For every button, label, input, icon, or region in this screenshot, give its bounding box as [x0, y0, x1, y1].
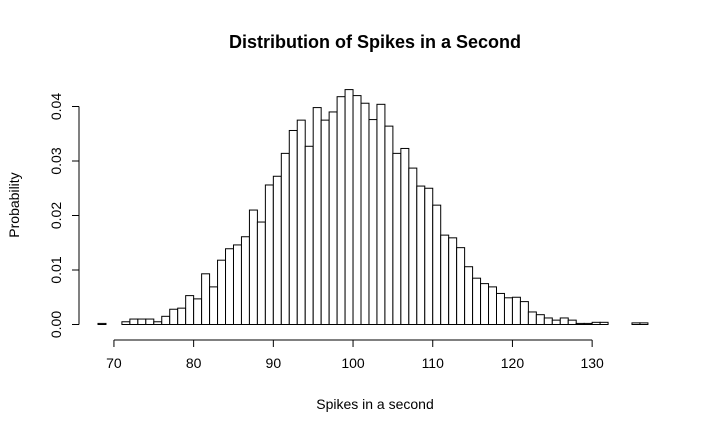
- histogram-bar: [591, 321, 601, 326]
- histogram-bar: [209, 286, 219, 326]
- histogram-bar: [129, 318, 139, 325]
- histogram-bar: [503, 297, 513, 325]
- histogram-bar: [352, 95, 362, 325]
- histogram-bar: [193, 298, 203, 326]
- histogram-bar: [248, 209, 258, 325]
- histogram-bar: [480, 283, 490, 326]
- histogram-bar: [280, 152, 290, 325]
- x-tick-label: 130: [580, 355, 604, 371]
- histogram-bar: [169, 308, 179, 325]
- y-axis: 0.00 0.01 0.02 0.03 0.04: [48, 93, 80, 338]
- y-tick-label: 0.02: [48, 202, 64, 229]
- bars-group: [97, 89, 649, 326]
- histogram-bar: [599, 321, 609, 326]
- histogram-bar: [304, 145, 314, 325]
- histogram-bar: [432, 204, 442, 325]
- histogram-bar: [97, 322, 107, 326]
- y-tick-label: 0.00: [48, 311, 64, 338]
- y-tick-label: 0.04: [48, 93, 64, 120]
- histogram-bar: [320, 119, 330, 326]
- x-tick-label: 100: [341, 355, 365, 371]
- x-tick-label: 120: [501, 355, 525, 371]
- x-tick-label: 80: [186, 355, 202, 371]
- histogram-bar: [217, 259, 227, 325]
- histogram-bar: [527, 311, 537, 325]
- histogram-bar: [543, 317, 553, 325]
- histogram-bar: [121, 321, 131, 325]
- histogram-bar: [344, 89, 354, 325]
- histogram-bar: [631, 322, 641, 325]
- x-axis: 70 80 90 100 110 120 130: [106, 339, 604, 371]
- histogram-bar: [567, 319, 577, 326]
- histogram-bar: [336, 96, 346, 325]
- histogram-bar: [232, 244, 242, 325]
- histogram-bar: [312, 107, 322, 325]
- histogram-bar: [448, 237, 458, 325]
- histogram-bar: [400, 147, 410, 325]
- histogram-bar: [161, 315, 171, 326]
- x-tick-label: 110: [422, 355, 445, 371]
- histogram-bar: [225, 248, 234, 325]
- histogram-bar: [416, 185, 426, 325]
- histogram-bar: [177, 307, 187, 325]
- histogram-bar: [488, 286, 497, 326]
- histogram-bar: [272, 175, 282, 325]
- histogram-bar: [153, 321, 163, 325]
- histogram-bar: [535, 314, 545, 326]
- x-tick-label: 90: [266, 355, 282, 371]
- histogram-bar: [288, 129, 298, 325]
- histogram-bar: [583, 322, 593, 326]
- histogram-bar: [328, 111, 338, 325]
- histogram-bar: [551, 319, 561, 326]
- histogram-bar: [575, 322, 585, 326]
- histogram-bar: [472, 277, 482, 325]
- histogram-bar: [376, 103, 386, 325]
- y-tick-label: 0.03: [48, 147, 64, 174]
- histogram-bar: [145, 318, 155, 325]
- histogram-bar: [185, 295, 195, 325]
- histogram-bar: [384, 125, 394, 326]
- histogram-bar: [456, 247, 466, 325]
- histogram-bar: [360, 102, 370, 326]
- x-tick-label: 70: [106, 355, 122, 371]
- histogram-bar: [559, 317, 569, 325]
- x-axis-label: Spikes in a second: [316, 396, 434, 412]
- histogram-bar: [440, 234, 450, 325]
- histogram-bar: [296, 119, 306, 326]
- histogram-bar: [496, 292, 505, 326]
- histogram-bar: [201, 273, 211, 325]
- histogram-bar: [137, 318, 147, 325]
- histogram-bar: [368, 119, 378, 325]
- histogram-bar: [519, 301, 529, 325]
- histogram-bar: [408, 167, 418, 325]
- chart-title: Distribution of Spikes in a Second: [229, 32, 521, 52]
- histogram-bar: [424, 187, 434, 325]
- histogram-bar: [639, 322, 649, 325]
- histogram-bar: [511, 296, 521, 325]
- histogram-bar: [464, 266, 474, 326]
- y-tick-label: 0.01: [48, 256, 64, 283]
- histogram-bar: [264, 184, 274, 325]
- histogram-bar: [392, 152, 402, 325]
- y-axis-label: Probability: [6, 172, 22, 237]
- histogram-bar: [240, 236, 250, 325]
- histogram-bar: [256, 221, 266, 325]
